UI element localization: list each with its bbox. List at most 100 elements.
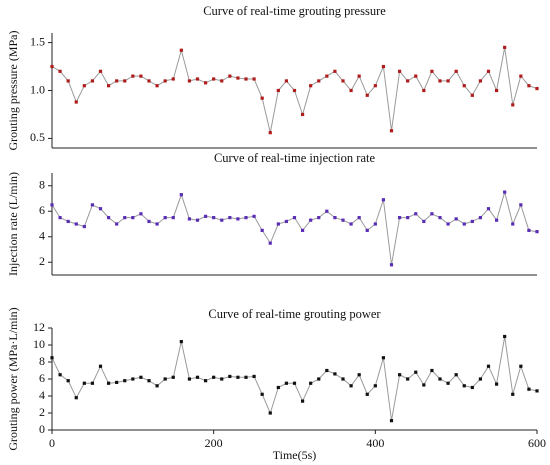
data-point	[115, 380, 119, 384]
data-point	[163, 377, 167, 381]
data-point	[260, 392, 264, 396]
data-point	[123, 216, 127, 220]
data-point	[195, 77, 200, 81]
data-point	[357, 74, 361, 78]
data-point	[478, 79, 483, 83]
data-point	[511, 222, 515, 226]
data-point	[397, 373, 402, 377]
data-point	[268, 411, 272, 415]
data-point	[292, 88, 297, 93]
data-point	[478, 216, 483, 220]
data-point	[82, 224, 86, 229]
data-point	[228, 374, 232, 379]
data-point	[203, 379, 208, 383]
data-point	[203, 81, 208, 85]
data-point	[236, 375, 240, 379]
y-axis-label: Grouting power (MPa·L/min)	[6, 307, 20, 450]
data-point	[406, 216, 410, 220]
data-point	[381, 356, 386, 360]
data-point	[414, 74, 418, 78]
data-point	[430, 212, 434, 216]
data-point	[300, 399, 305, 403]
data-point	[422, 219, 426, 224]
data-point	[462, 384, 466, 388]
data-point	[373, 222, 377, 226]
data-point	[171, 375, 175, 379]
data-point	[454, 217, 458, 221]
data-point	[90, 381, 95, 385]
data-point	[325, 368, 329, 373]
data-point	[486, 69, 491, 73]
data-point	[454, 69, 458, 73]
data-point	[519, 74, 523, 78]
data-point	[422, 88, 426, 93]
data-point	[389, 263, 394, 267]
data-point	[276, 385, 280, 390]
data-point	[365, 93, 369, 97]
data-point	[300, 228, 305, 232]
data-point	[155, 84, 159, 88]
data-point	[365, 392, 369, 396]
y-tick-label: 1.0	[30, 82, 45, 96]
data-point	[58, 373, 62, 377]
data-point	[406, 79, 410, 83]
data-point	[494, 88, 499, 93]
data-point	[131, 377, 135, 381]
data-point	[236, 217, 240, 221]
data-point	[284, 381, 289, 385]
data-point	[90, 203, 95, 207]
y-tick-label: 6	[39, 203, 45, 217]
data-point	[131, 216, 135, 220]
y-tick-label: 8	[39, 178, 45, 192]
data-point	[503, 190, 507, 194]
data-point	[106, 216, 111, 220]
data-point	[349, 222, 353, 226]
data-point	[220, 79, 224, 83]
data-point	[486, 207, 491, 211]
data-point	[98, 364, 103, 368]
data-point	[341, 377, 345, 381]
y-tick-label: 0.5	[30, 130, 45, 144]
data-point	[66, 79, 70, 83]
y-tick-label: 1.5	[30, 34, 45, 48]
data-point	[212, 216, 216, 220]
data-point	[478, 377, 483, 381]
data-point	[276, 88, 280, 93]
data-point	[195, 375, 200, 379]
data-point	[244, 375, 248, 379]
data-point	[494, 382, 499, 386]
data-point	[131, 74, 135, 78]
data-point	[260, 228, 264, 232]
data-point	[228, 74, 232, 78]
data-point	[317, 79, 321, 83]
data-point	[357, 216, 361, 220]
data-point	[535, 86, 539, 91]
data-point	[317, 377, 321, 381]
data-point	[462, 222, 466, 226]
data-point	[325, 209, 329, 213]
data-point	[106, 381, 111, 385]
data-point	[494, 218, 499, 222]
data-point	[212, 375, 216, 379]
data-point	[454, 373, 458, 377]
data-point	[98, 69, 103, 73]
data-point	[292, 381, 297, 385]
data-point	[147, 79, 151, 83]
data-point	[220, 218, 224, 222]
data-point	[252, 214, 256, 218]
data-point	[66, 219, 70, 224]
data-point	[503, 334, 507, 339]
data-point	[147, 219, 151, 224]
chart-title: Curve of real-time injection rate	[214, 151, 375, 165]
y-tick-label: 12	[33, 320, 45, 334]
data-point	[527, 387, 531, 391]
data-point	[519, 203, 523, 207]
data-point	[179, 193, 183, 197]
data-point	[58, 216, 62, 220]
data-point	[179, 48, 183, 52]
data-point	[115, 79, 119, 83]
data-point	[381, 64, 386, 69]
data-point	[260, 96, 264, 100]
data-point	[187, 217, 192, 221]
data-point	[252, 374, 256, 379]
